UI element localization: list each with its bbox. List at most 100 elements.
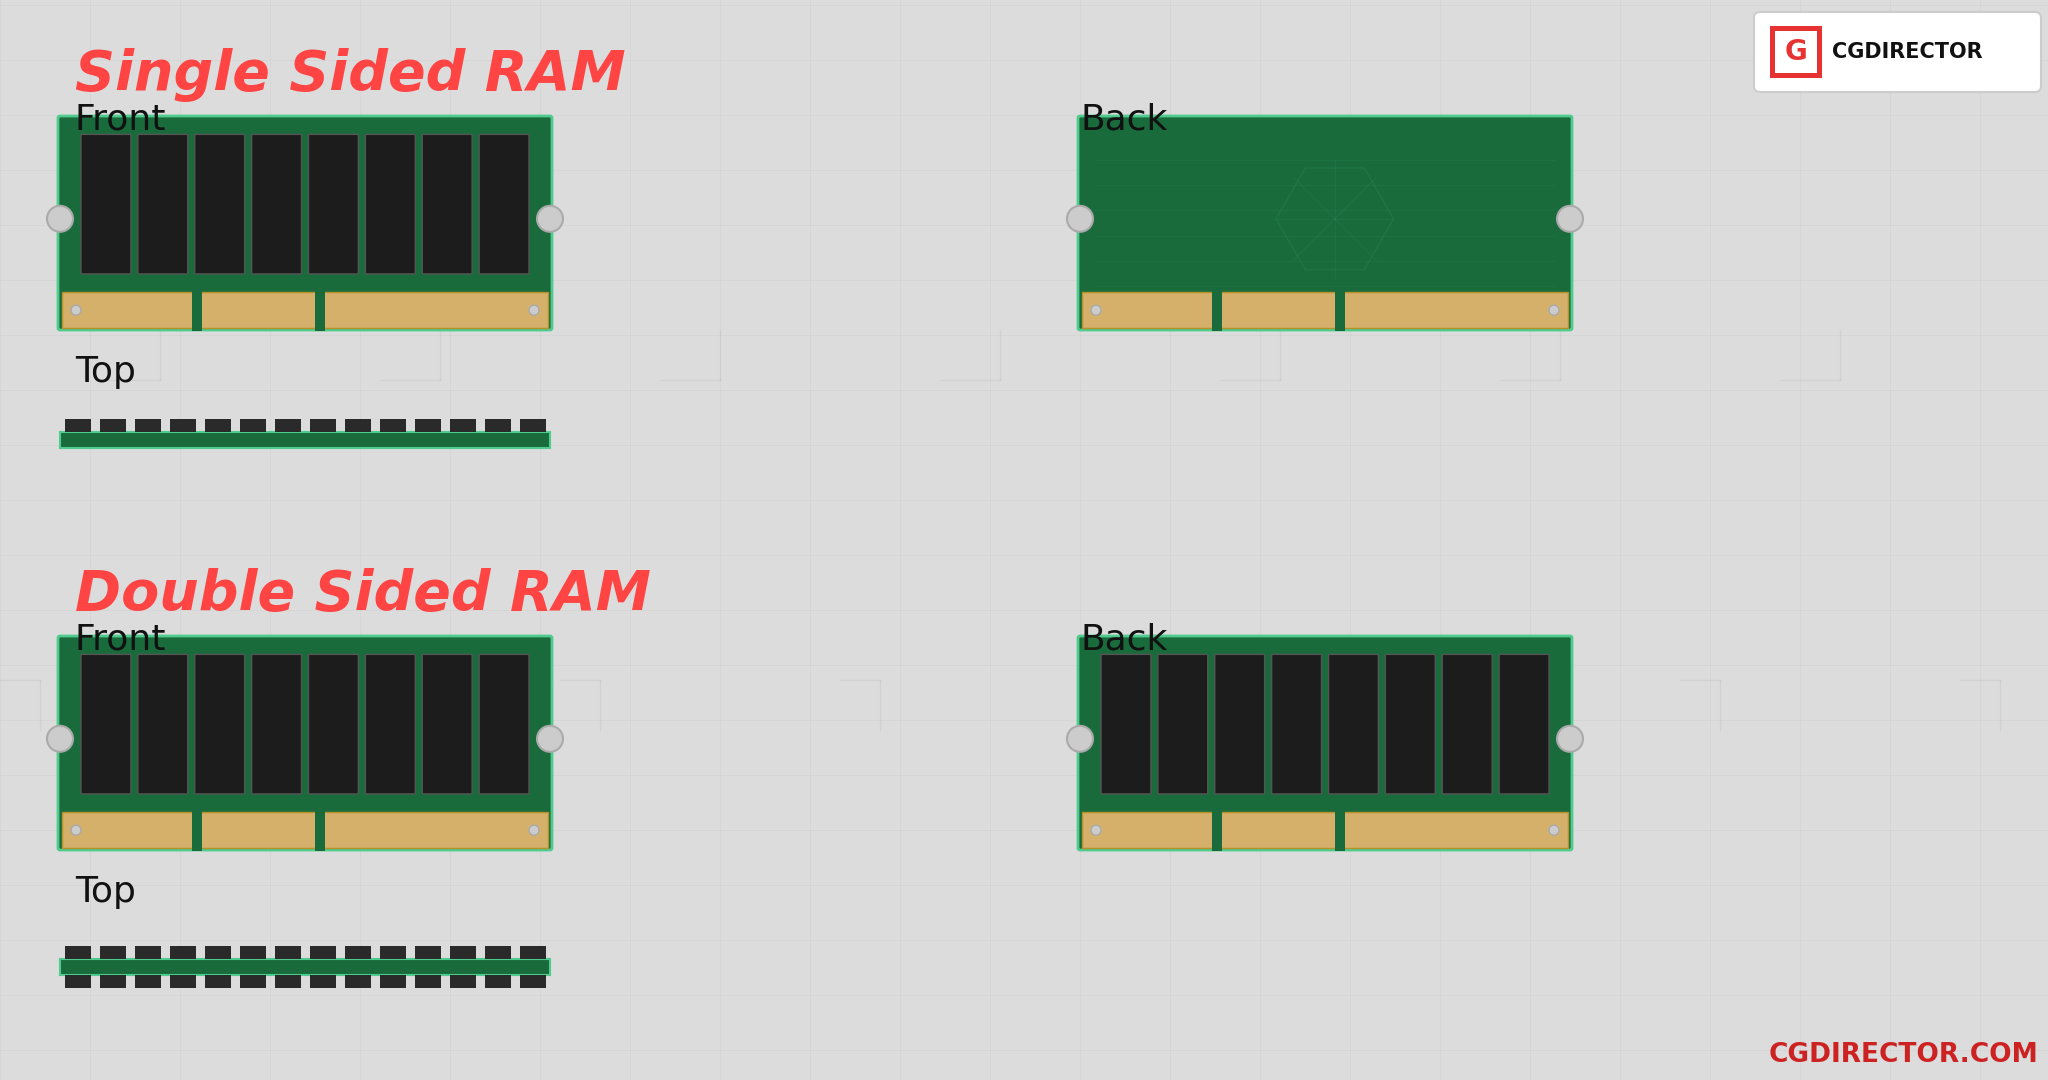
- Bar: [379, 975, 406, 988]
- Bar: [309, 419, 336, 432]
- Circle shape: [1067, 206, 1094, 232]
- Circle shape: [537, 726, 563, 752]
- Bar: [59, 432, 551, 448]
- Text: G: G: [1784, 38, 1808, 66]
- FancyBboxPatch shape: [1214, 654, 1264, 794]
- Text: Back: Back: [1079, 102, 1167, 136]
- Bar: [1335, 810, 1346, 851]
- FancyBboxPatch shape: [1499, 654, 1548, 794]
- FancyBboxPatch shape: [365, 134, 416, 274]
- Bar: [63, 975, 90, 988]
- Bar: [274, 946, 301, 959]
- FancyBboxPatch shape: [57, 116, 553, 330]
- FancyBboxPatch shape: [82, 134, 131, 274]
- Circle shape: [537, 206, 563, 232]
- Circle shape: [1548, 306, 1559, 315]
- Bar: [315, 291, 326, 330]
- FancyBboxPatch shape: [309, 654, 358, 794]
- Bar: [240, 975, 266, 988]
- FancyBboxPatch shape: [137, 134, 188, 274]
- Bar: [379, 946, 406, 959]
- Bar: [205, 419, 231, 432]
- Bar: [61, 812, 549, 848]
- FancyBboxPatch shape: [1102, 654, 1151, 794]
- Circle shape: [528, 825, 539, 835]
- Bar: [193, 810, 203, 851]
- FancyBboxPatch shape: [252, 134, 301, 274]
- Bar: [135, 419, 160, 432]
- Bar: [1081, 812, 1569, 848]
- Bar: [59, 959, 551, 975]
- Text: Top: Top: [76, 355, 135, 389]
- Bar: [170, 975, 195, 988]
- Bar: [205, 946, 231, 959]
- Bar: [205, 975, 231, 988]
- Bar: [170, 419, 195, 432]
- Text: Double Sided RAM: Double Sided RAM: [76, 568, 651, 622]
- Bar: [100, 946, 125, 959]
- Bar: [1212, 291, 1223, 330]
- FancyBboxPatch shape: [1753, 12, 2042, 92]
- Bar: [344, 975, 371, 988]
- Bar: [414, 946, 440, 959]
- FancyBboxPatch shape: [479, 654, 528, 794]
- Bar: [135, 946, 160, 959]
- Text: CGDIRECTOR.COM: CGDIRECTOR.COM: [1767, 1042, 2038, 1068]
- Bar: [1776, 31, 1817, 73]
- Bar: [344, 419, 371, 432]
- Bar: [1212, 810, 1223, 851]
- Bar: [379, 419, 406, 432]
- FancyBboxPatch shape: [57, 636, 553, 850]
- Bar: [485, 946, 510, 959]
- Bar: [135, 975, 160, 988]
- Circle shape: [1092, 825, 1102, 835]
- Bar: [63, 946, 90, 959]
- Text: Front: Front: [76, 102, 166, 136]
- Bar: [449, 419, 475, 432]
- FancyBboxPatch shape: [82, 654, 131, 794]
- Bar: [240, 946, 266, 959]
- FancyBboxPatch shape: [479, 134, 528, 274]
- FancyBboxPatch shape: [1384, 654, 1436, 794]
- FancyBboxPatch shape: [1442, 654, 1493, 794]
- Bar: [274, 975, 301, 988]
- Circle shape: [1092, 306, 1102, 315]
- Bar: [449, 946, 475, 959]
- Bar: [520, 946, 545, 959]
- Bar: [100, 419, 125, 432]
- Circle shape: [1067, 726, 1094, 752]
- Circle shape: [47, 726, 74, 752]
- FancyBboxPatch shape: [195, 654, 244, 794]
- FancyBboxPatch shape: [309, 134, 358, 274]
- Bar: [485, 975, 510, 988]
- Bar: [240, 419, 266, 432]
- Circle shape: [72, 306, 82, 315]
- FancyBboxPatch shape: [1077, 116, 1573, 330]
- Text: Single Sided RAM: Single Sided RAM: [76, 48, 627, 102]
- Bar: [315, 810, 326, 851]
- FancyBboxPatch shape: [1272, 654, 1321, 794]
- Bar: [1769, 26, 1823, 78]
- Bar: [1081, 293, 1569, 328]
- Bar: [520, 419, 545, 432]
- FancyBboxPatch shape: [137, 654, 188, 794]
- FancyBboxPatch shape: [252, 654, 301, 794]
- FancyBboxPatch shape: [1157, 654, 1208, 794]
- Text: CGDIRECTOR: CGDIRECTOR: [1833, 42, 1982, 62]
- Bar: [485, 419, 510, 432]
- Text: Top: Top: [76, 875, 135, 909]
- Bar: [309, 946, 336, 959]
- Bar: [274, 419, 301, 432]
- Bar: [520, 975, 545, 988]
- Circle shape: [528, 306, 539, 315]
- FancyBboxPatch shape: [195, 134, 244, 274]
- FancyBboxPatch shape: [1077, 636, 1573, 850]
- Bar: [61, 293, 549, 328]
- Bar: [63, 419, 90, 432]
- Bar: [193, 291, 203, 330]
- Circle shape: [1556, 726, 1583, 752]
- Bar: [1335, 291, 1346, 330]
- Bar: [344, 946, 371, 959]
- FancyBboxPatch shape: [1329, 654, 1378, 794]
- Text: Back: Back: [1079, 622, 1167, 656]
